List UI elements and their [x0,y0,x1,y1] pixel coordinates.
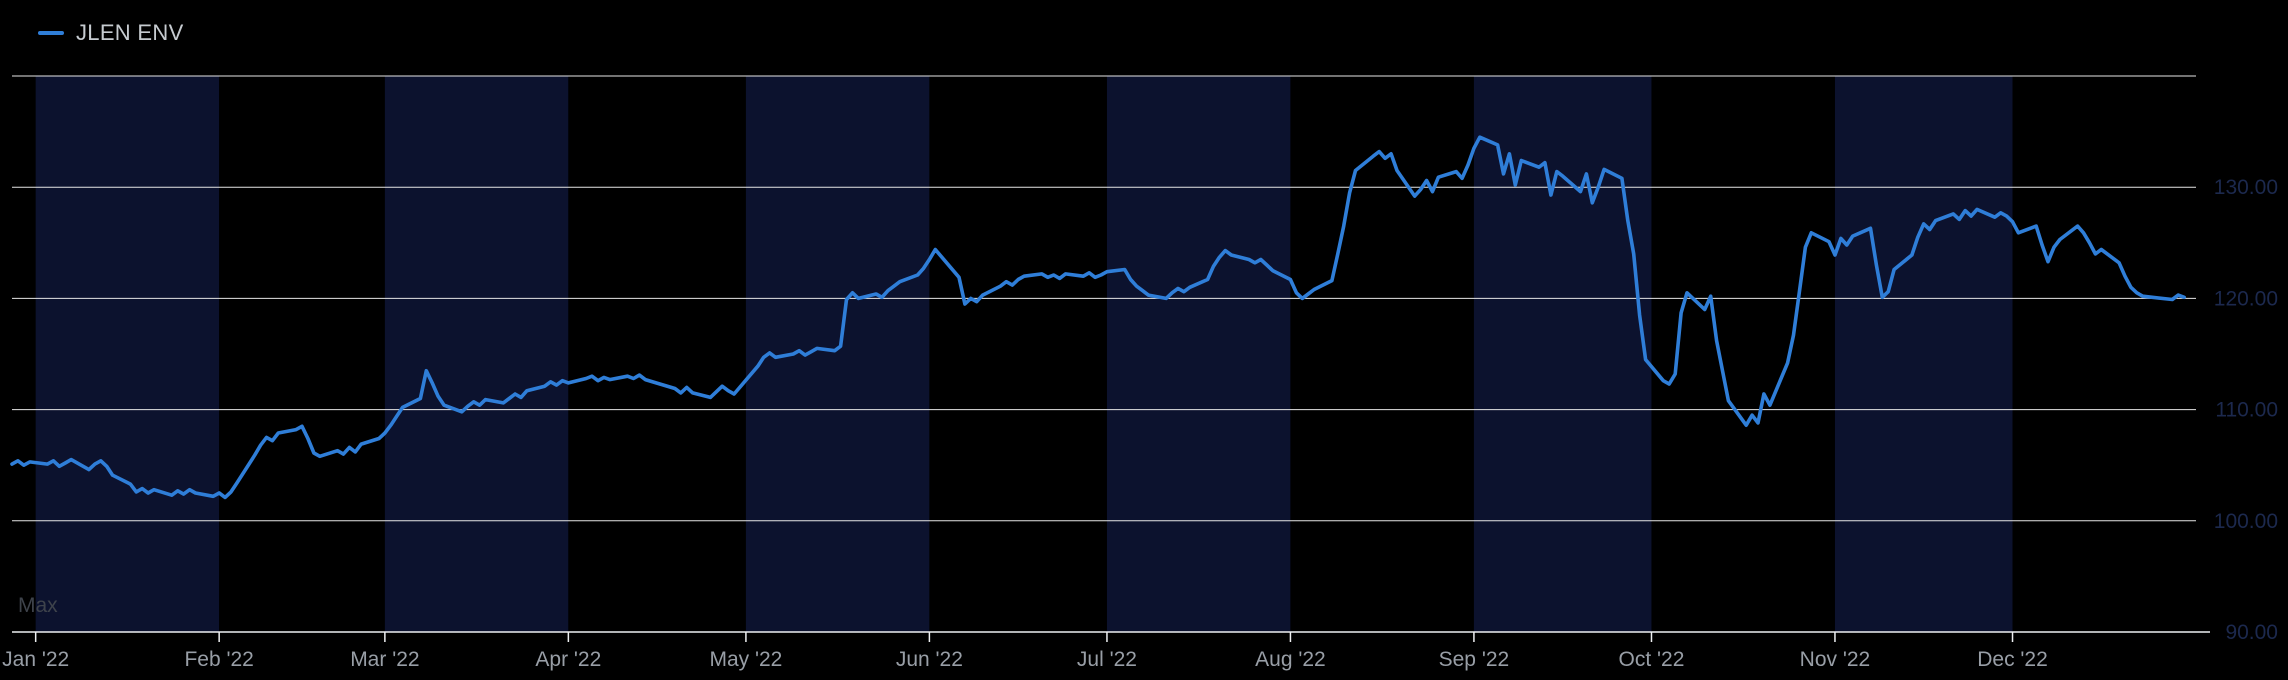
x-axis-label: Jun '22 [896,648,963,671]
x-axis-label: Mar '22 [350,648,419,671]
y-axis-label: 110.00 [2215,399,2278,422]
month-band [929,76,1107,632]
month-band [1834,76,2013,632]
range-selector-max-button[interactable]: Max [18,594,58,617]
month-band [568,76,746,632]
month-band [384,76,569,632]
x-axis-label: Sep '22 [1439,648,1510,671]
x-axis-label: Aug '22 [1255,648,1326,671]
x-axis-label: Oct '22 [1619,648,1685,671]
x-axis-label: Nov '22 [1800,648,1871,671]
x-axis-label: Jul '22 [1077,648,1137,671]
month-band [35,76,220,632]
series-line-jlen-env [10,135,2186,500]
legend-item-jlen-env[interactable]: JLEN ENV [38,20,184,46]
x-axis-label: Jan '22 [2,648,69,671]
legend-line-swatch [38,31,64,35]
y-axis-label: 120.00 [2214,287,2278,310]
y-axis-label: 90.00 [2225,621,2278,644]
x-axis-label: Feb '22 [184,648,253,671]
month-band [1106,76,1291,632]
legend-label: JLEN ENV [76,20,184,45]
x-axis-label: Apr '22 [535,648,601,671]
month-band [2012,76,2196,632]
month-band [1290,76,1474,632]
y-axis-label: 100.00 [2214,510,2278,533]
x-axis-label: Dec '22 [1977,648,2048,671]
y-axis-label: 130.00 [2214,176,2278,199]
x-axis-label: May '22 [709,648,782,671]
month-band [1651,76,1835,632]
month-band [219,76,385,632]
month-band [745,76,930,632]
